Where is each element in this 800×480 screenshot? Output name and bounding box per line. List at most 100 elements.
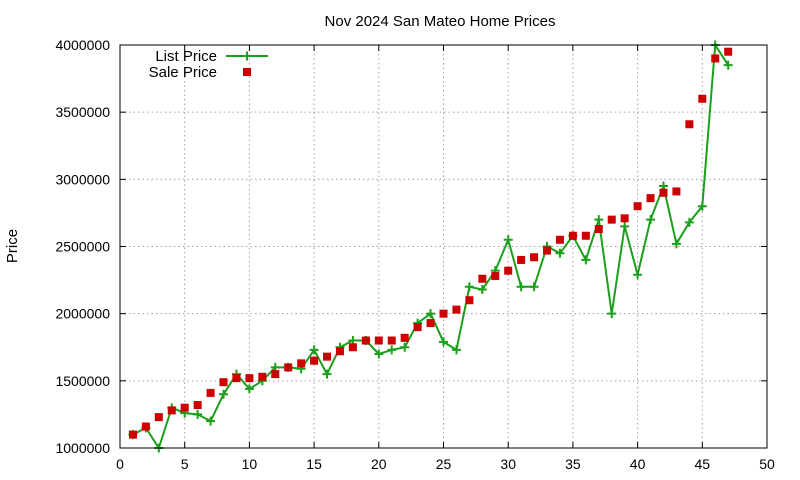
sale-price-point (348, 343, 357, 352)
sale-price-point (698, 94, 707, 103)
list-price-point (426, 309, 436, 319)
sale-price-point (245, 374, 254, 383)
sale-price-point (504, 266, 513, 275)
list-price-point (516, 282, 526, 292)
list-price-point (193, 409, 203, 419)
list-price-point (607, 309, 617, 319)
y-axis-title: Price (4, 229, 21, 263)
sale-price-point (310, 356, 319, 365)
list-price-point (464, 282, 474, 292)
list-price-point (697, 201, 707, 211)
sale-price-point (711, 54, 720, 63)
sale-price-point (581, 231, 590, 240)
sale-price-point (413, 323, 422, 332)
sale-price-point (555, 235, 564, 244)
x-tick-label: 40 (630, 456, 646, 472)
chart-title: Nov 2024 San Mateo Home Prices (325, 13, 556, 30)
x-tick-label: 25 (436, 456, 452, 472)
sale-price-point (335, 347, 344, 356)
list-price-point (322, 369, 332, 379)
list-price-point (646, 215, 656, 225)
sale-price-point (323, 352, 332, 361)
series-sale-price (128, 47, 733, 439)
sale-price-point (685, 120, 694, 129)
list-price-point (633, 270, 643, 280)
sale-price-point (672, 187, 681, 196)
x-tick-label: 10 (242, 456, 258, 472)
list-price-point (555, 248, 565, 258)
sale-price-point (361, 336, 370, 345)
sale-price-point (426, 319, 435, 328)
list-price-point (723, 60, 733, 70)
sale-price-point (219, 378, 228, 387)
y-tick-labels: 1000000 1500000 2000000 2500000 3000000 35000… (55, 37, 110, 456)
y-tick-label: 1500000 (55, 373, 110, 389)
sale-price-point (478, 274, 487, 283)
list-price-point (620, 221, 630, 231)
list-price-point (206, 416, 216, 426)
sale-price-point (491, 272, 500, 281)
x-tick-labels: 0 5 10 15 20 25 30 35 40 45 50 (116, 456, 775, 472)
list-price-point (374, 349, 384, 359)
legend-label-list-price: List Price (155, 48, 217, 65)
sale-price-point (659, 188, 668, 197)
y-tick-label: 2000000 (55, 306, 110, 322)
sale-price-point (297, 359, 306, 368)
plot-frame (119, 44, 768, 449)
sale-price-point (646, 194, 655, 203)
sale-price-point (543, 246, 552, 255)
list-price-point (503, 235, 513, 245)
sale-price-point (167, 406, 176, 415)
sale-price-point (452, 305, 461, 314)
legend-marker-list-price (242, 51, 252, 61)
sale-price-point (154, 413, 163, 422)
x-tick-label: 15 (306, 456, 322, 472)
list-price-point (309, 345, 319, 355)
x-tick-label: 0 (116, 456, 124, 472)
sale-price-point (232, 374, 241, 383)
sale-price-point (439, 309, 448, 318)
sale-price-point (206, 388, 215, 397)
list-price-point (244, 384, 254, 394)
list-price-point (581, 255, 591, 265)
sale-price-point (141, 422, 150, 431)
sale-price-point (387, 336, 396, 345)
list-price-point (439, 337, 448, 347)
y-tick-label: 1000000 (55, 440, 110, 456)
list-price-point (400, 342, 410, 352)
list-price-point (529, 282, 539, 292)
x-tick-label: 5 (181, 456, 189, 472)
legend-swatch-sale-price (243, 68, 251, 76)
list-price-point (387, 345, 397, 355)
sale-price-point (374, 336, 383, 345)
list-price-point (477, 284, 487, 294)
sale-price-point (568, 231, 577, 240)
legend: List Price Sale Price (149, 48, 268, 81)
sale-price-point (400, 333, 409, 342)
list-price-point (451, 345, 461, 355)
x-tick-label: 50 (759, 456, 775, 472)
sale-price-point (180, 403, 189, 412)
sale-price-point (271, 370, 280, 379)
y-tick-label: 4000000 (55, 37, 110, 53)
x-tick-label: 20 (371, 456, 387, 472)
legend-label-sale-price: Sale Price (149, 64, 217, 81)
sale-price-point (724, 47, 733, 56)
x-tick-label: 35 (565, 456, 581, 472)
list-price-point (671, 239, 681, 249)
sale-price-point (517, 255, 526, 264)
sale-price-point (193, 401, 202, 410)
y-tick-label: 2500000 (55, 239, 110, 255)
sale-price-point (530, 253, 539, 262)
y-tick-label: 3500000 (55, 104, 110, 120)
sale-price-point (633, 202, 642, 211)
sale-price-point (128, 430, 137, 439)
sale-price-point (620, 214, 629, 223)
sale-price-point (258, 372, 267, 381)
sale-price-point (607, 215, 616, 224)
list-price-point (594, 215, 604, 225)
list-price-point (684, 217, 694, 227)
x-tick-label: 45 (695, 456, 711, 472)
